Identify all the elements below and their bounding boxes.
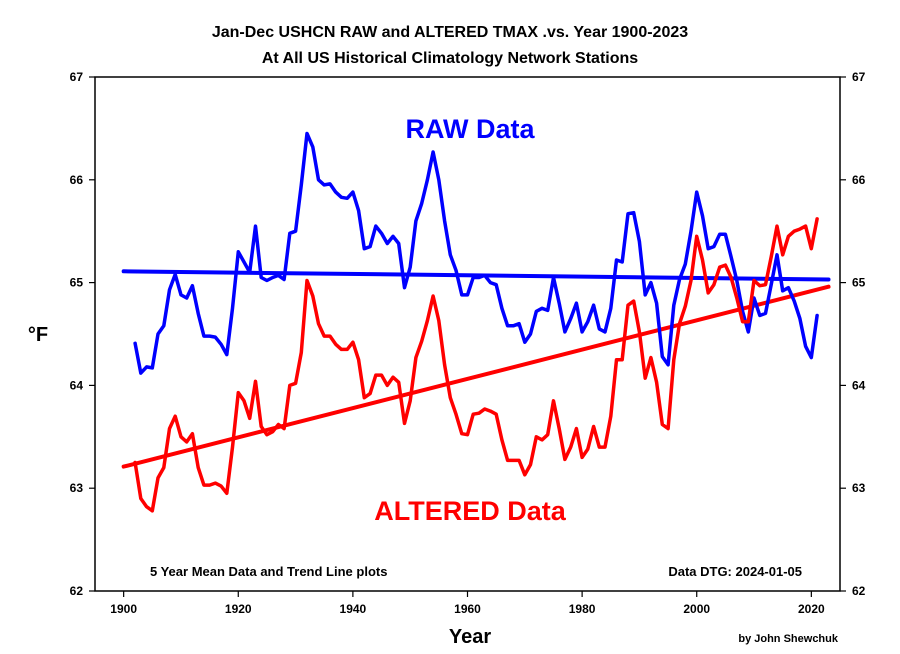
y-tick-label: 64 <box>70 378 84 392</box>
y-tick-label-right: 67 <box>852 70 866 84</box>
y-tick-label-right: 62 <box>852 584 866 598</box>
trend-lines <box>121 269 831 469</box>
data-series <box>133 131 819 513</box>
mean-data-note: 5 Year Mean Data and Trend Line plots <box>150 564 387 579</box>
plot-area <box>94 76 841 592</box>
x-tick-label: 1940 <box>340 602 367 616</box>
y-tick-label-right: 66 <box>852 173 866 187</box>
x-tick-label: 1920 <box>225 602 252 616</box>
raw-data-label: RAW Data <box>405 114 535 144</box>
x-tick-label: 1980 <box>569 602 596 616</box>
y-tick-label: 66 <box>70 173 84 187</box>
y-tick-label: 67 <box>70 70 84 84</box>
y-tick-label: 63 <box>70 481 84 495</box>
x-tick-label: 2020 <box>798 602 825 616</box>
y-tick-label: 62 <box>70 584 84 598</box>
author-credit: by John Shewchuk <box>738 633 839 645</box>
altered-trend-line <box>121 284 831 469</box>
chart-subtitle: At All US Historical Climatology Network… <box>262 50 638 67</box>
altered-series-line <box>133 217 819 513</box>
raw-trend-line <box>121 269 831 282</box>
axis-ticks: 1900 1920 1940 1960 1980 2000 2020 62 62 63 63 64 64… <box>70 70 866 616</box>
y-tick-label-right: 64 <box>852 378 866 392</box>
y-tick-label: 65 <box>70 276 84 290</box>
altered-data-label: ALTERED Data <box>374 496 567 526</box>
x-tick-label: 1960 <box>454 602 481 616</box>
x-tick-label: 1900 <box>110 602 137 616</box>
x-tick-label: 2000 <box>683 602 710 616</box>
x-axis-label: Year <box>449 626 491 648</box>
y-axis-label: °F <box>28 324 48 346</box>
y-tick-label-right: 65 <box>852 276 866 290</box>
y-tick-label-right: 63 <box>852 481 866 495</box>
data-dtg-note: Data DTG: 2024-01-05 <box>668 564 802 579</box>
chart-title: Jan-Dec USHCN RAW and ALTERED TMAX .vs. … <box>212 24 688 41</box>
raw-series-line <box>133 131 819 375</box>
